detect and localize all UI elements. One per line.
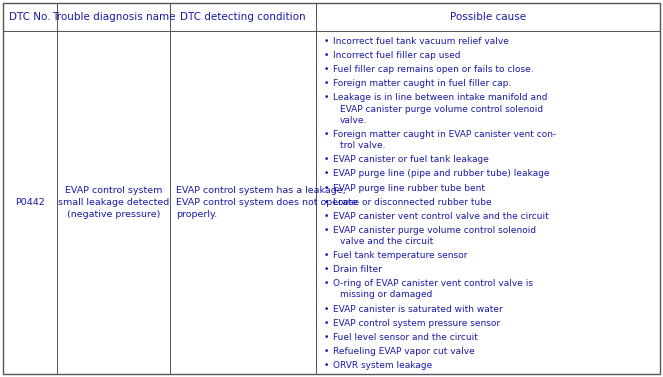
Text: •: • — [324, 184, 329, 193]
Text: •: • — [324, 333, 329, 342]
Text: valve and the circuit: valve and the circuit — [339, 237, 433, 246]
Text: EVAP control system has a leakage,
EVAP control system does not operate
properly: EVAP control system has a leakage, EVAP … — [176, 186, 357, 219]
Text: EVAP purge line rubber tube bent: EVAP purge line rubber tube bent — [333, 184, 485, 193]
Text: Incorrect fuel tank vacuum relief valve: Incorrect fuel tank vacuum relief valve — [333, 37, 509, 46]
Text: DTC detecting condition: DTC detecting condition — [180, 12, 306, 22]
Text: EVAP canister purge volume control solenoid: EVAP canister purge volume control solen… — [339, 105, 543, 114]
Text: EVAP purge line (pipe and rubber tube) leakage: EVAP purge line (pipe and rubber tube) l… — [333, 169, 549, 178]
Text: missing or damaged: missing or damaged — [339, 291, 432, 299]
Text: Fuel filler cap remains open or fails to close.: Fuel filler cap remains open or fails to… — [333, 65, 533, 74]
Text: P0442: P0442 — [15, 198, 45, 207]
Text: Foreign matter caught in fuel filler cap.: Foreign matter caught in fuel filler cap… — [333, 79, 511, 88]
Text: O-ring of EVAP canister vent control valve is: O-ring of EVAP canister vent control val… — [333, 279, 533, 288]
Bar — [170, 3, 316, 31]
Text: •: • — [324, 169, 329, 178]
Text: •: • — [324, 279, 329, 288]
Text: •: • — [324, 226, 329, 235]
Text: •: • — [324, 251, 329, 260]
Text: Refueling EVAP vapor cut valve: Refueling EVAP vapor cut valve — [333, 347, 475, 356]
Text: valve.: valve. — [339, 116, 367, 125]
Bar — [3, 31, 57, 374]
Text: Foreign matter caught in EVAP canister vent con-: Foreign matter caught in EVAP canister v… — [333, 130, 556, 139]
Text: EVAP control system pressure sensor: EVAP control system pressure sensor — [333, 319, 500, 328]
Text: EVAP canister purge volume control solenoid: EVAP canister purge volume control solen… — [333, 226, 536, 235]
Bar — [316, 3, 660, 31]
Text: Fuel level sensor and the circuit: Fuel level sensor and the circuit — [333, 333, 477, 342]
Text: •: • — [324, 305, 329, 314]
Text: •: • — [324, 361, 329, 370]
Text: •: • — [324, 93, 329, 103]
Text: EVAP canister is saturated with water: EVAP canister is saturated with water — [333, 305, 503, 314]
Text: •: • — [324, 155, 329, 164]
Text: •: • — [324, 130, 329, 139]
Text: EVAP canister or fuel tank leakage: EVAP canister or fuel tank leakage — [333, 155, 489, 164]
Text: Leakage is in line between intake manifold and: Leakage is in line between intake manifo… — [333, 93, 547, 103]
Text: EVAP canister vent control valve and the circuit: EVAP canister vent control valve and the… — [333, 211, 548, 221]
Text: •: • — [324, 37, 329, 46]
Text: •: • — [324, 347, 329, 356]
Text: Possible cause: Possible cause — [450, 12, 526, 22]
Text: Fuel tank temperature sensor: Fuel tank temperature sensor — [333, 251, 467, 260]
Text: trol valve.: trol valve. — [339, 141, 385, 150]
Bar — [3, 3, 57, 31]
Text: •: • — [324, 79, 329, 88]
Text: Loose or disconnected rubber tube: Loose or disconnected rubber tube — [333, 198, 491, 207]
Bar — [170, 31, 316, 374]
Bar — [57, 3, 170, 31]
Text: •: • — [324, 211, 329, 221]
Text: •: • — [324, 265, 329, 274]
Text: Incorrect fuel filler cap used: Incorrect fuel filler cap used — [333, 51, 460, 60]
Text: Trouble diagnosis name: Trouble diagnosis name — [52, 12, 175, 22]
Text: •: • — [324, 65, 329, 74]
Text: ORVR system leakage: ORVR system leakage — [333, 361, 432, 370]
Text: •: • — [324, 198, 329, 207]
Text: DTC No.: DTC No. — [9, 12, 51, 22]
Text: •: • — [324, 51, 329, 60]
Text: EVAP control system
small leakage detected
(negative pressure): EVAP control system small leakage detect… — [58, 186, 169, 219]
Bar — [316, 31, 660, 374]
Text: •: • — [324, 319, 329, 328]
Bar — [57, 31, 170, 374]
Text: Drain filter: Drain filter — [333, 265, 382, 274]
